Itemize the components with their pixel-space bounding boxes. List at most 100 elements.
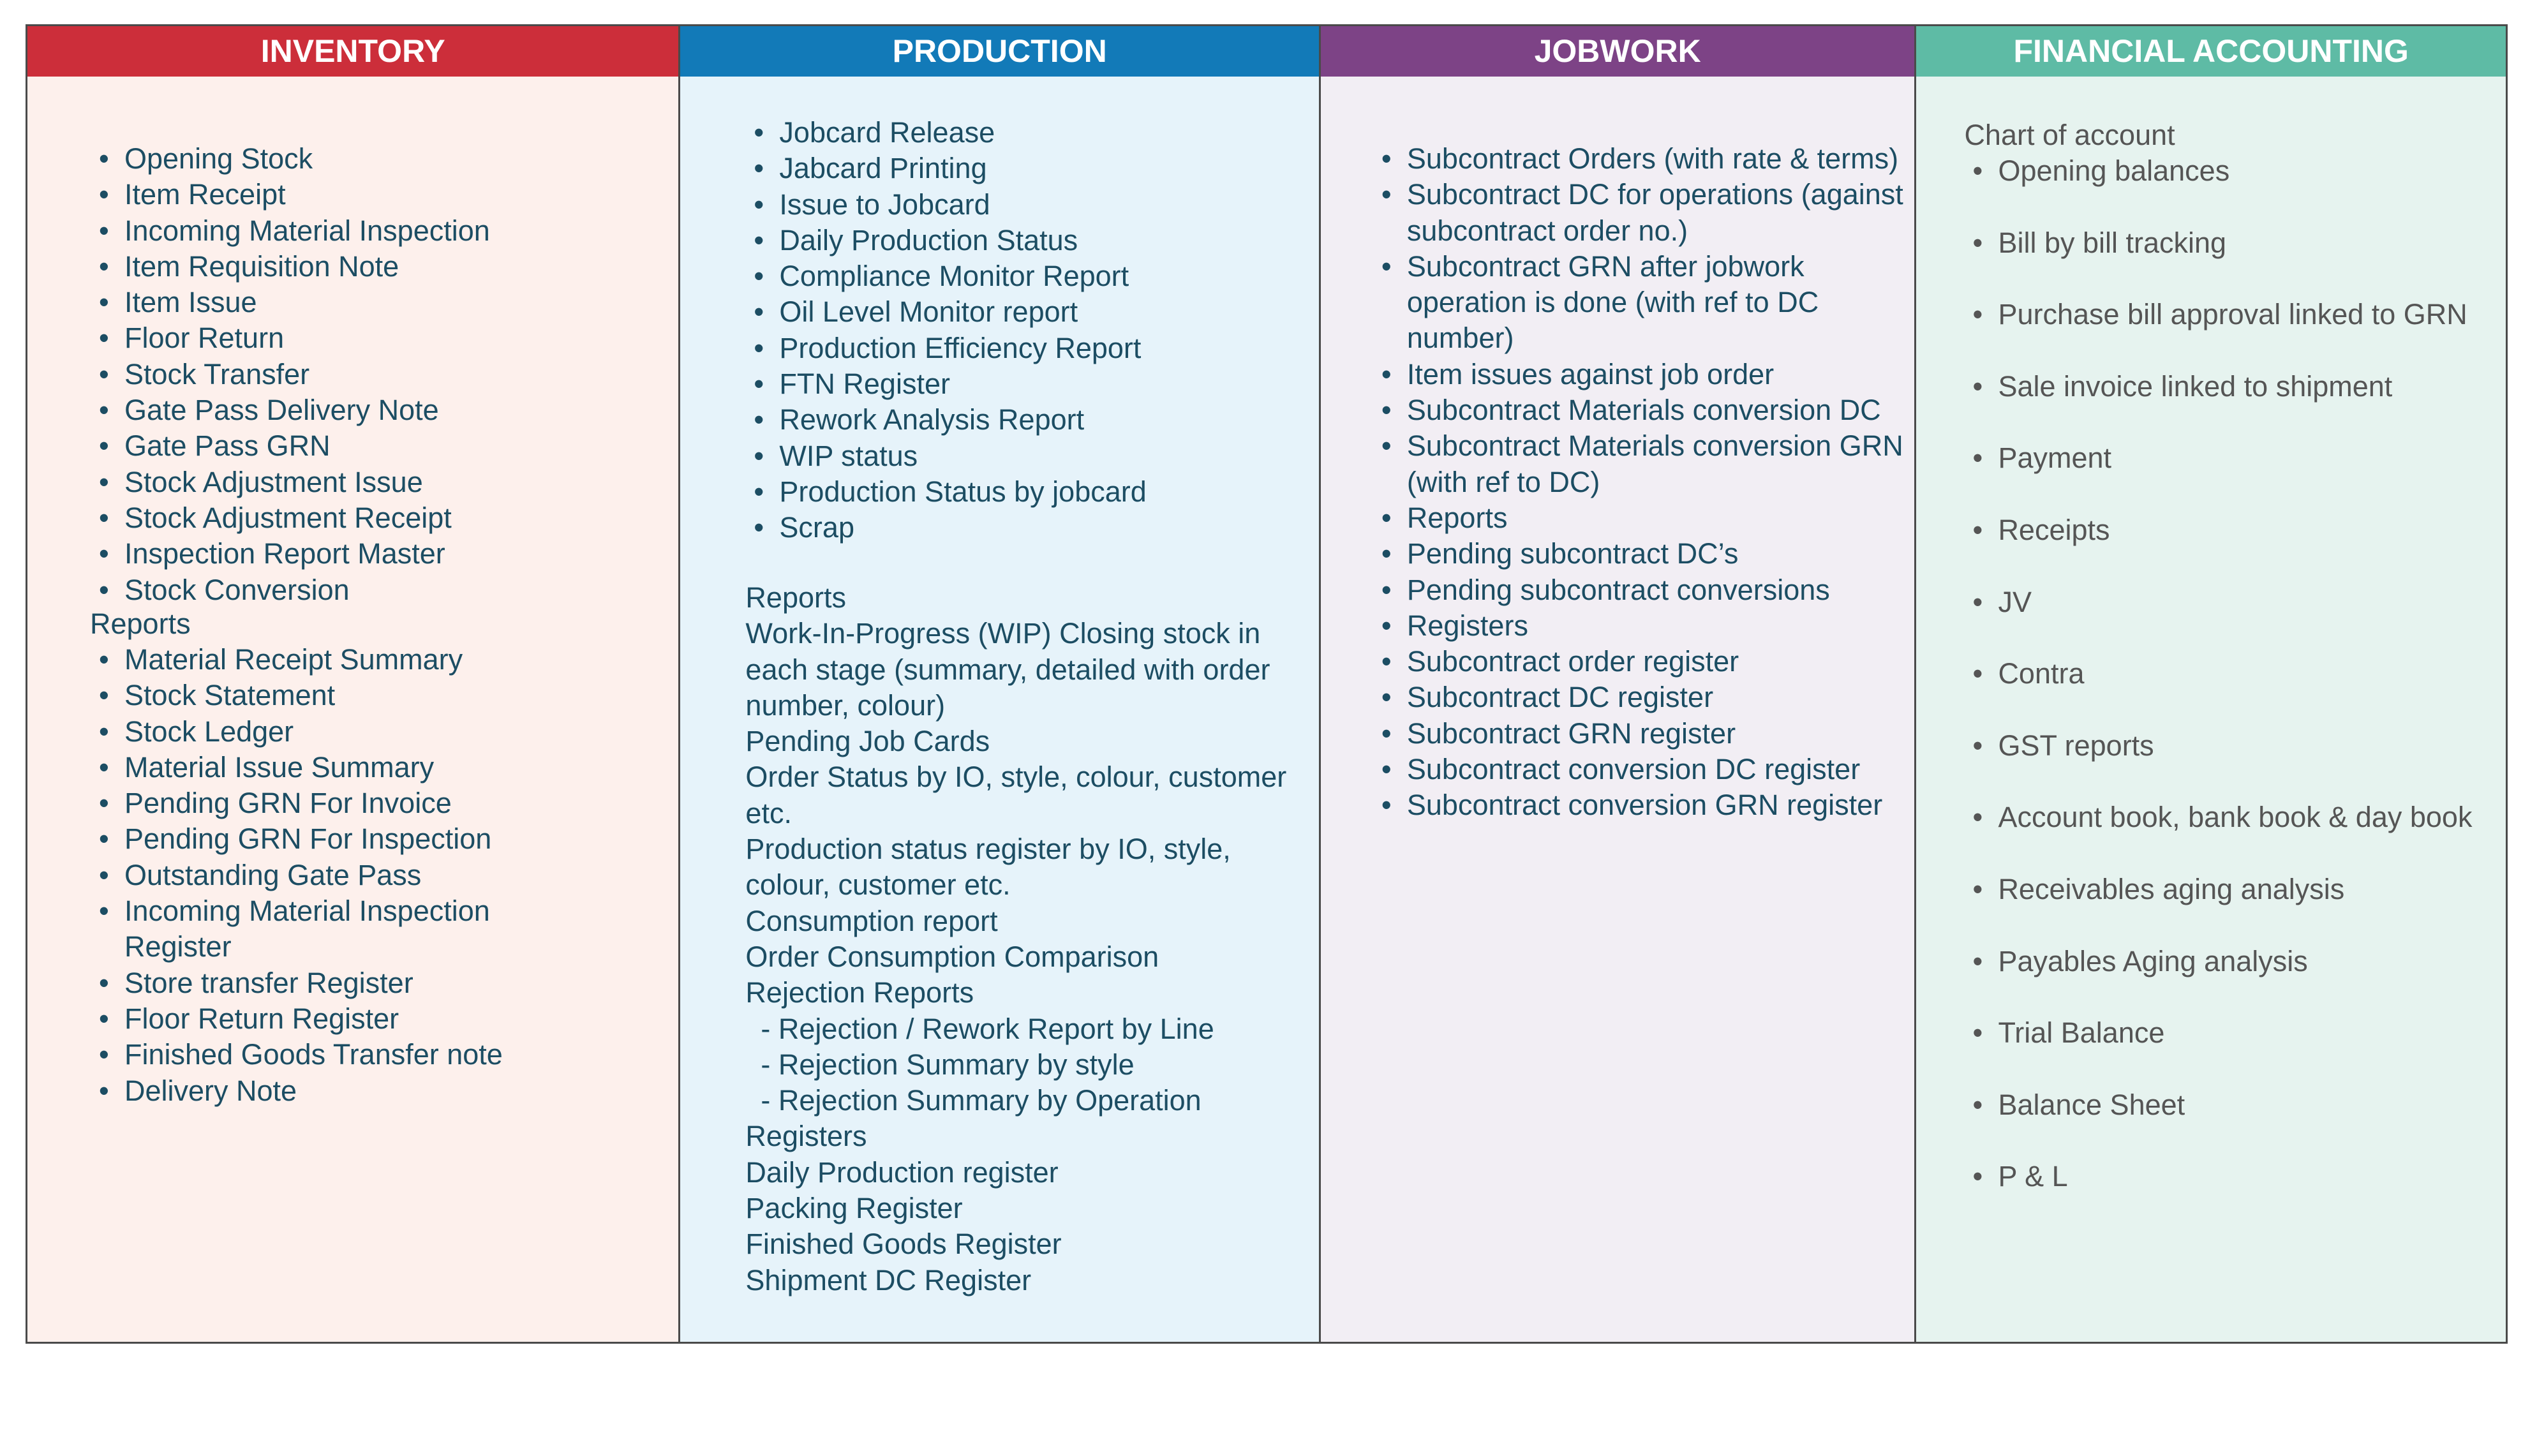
list-item: Sale invoice linked to shipment	[1972, 369, 2502, 405]
list-item: P & L	[1972, 1159, 2502, 1195]
list-item: Oil Level Monitor report	[754, 294, 1315, 331]
list-item: Payables Aging analysis	[1972, 944, 2502, 980]
list-item: Subcontract DC register	[1381, 680, 1914, 716]
list-item: FTN Register	[754, 366, 1315, 403]
list-item: Issue to Jobcard	[754, 187, 1315, 223]
list-item: JV	[1972, 584, 2502, 621]
list-item: Subcontract DC for operations (against s…	[1381, 177, 1914, 249]
list-item: Subcontract Orders (with rate & terms)	[1381, 141, 1914, 177]
list-item: Inspection Report Master	[99, 536, 673, 572]
production-header: PRODUCTION	[680, 26, 1319, 77]
list-item: Stock Adjustment Receipt	[99, 500, 673, 537]
inventory-body: Opening Stock Item Receipt Incoming Mate…	[27, 77, 679, 1342]
list-item: Receivables aging analysis	[1972, 872, 2502, 908]
list-item: Outstanding Gate Pass	[99, 858, 673, 894]
list-item: WIP status	[754, 438, 1315, 475]
list-item: Stock Adjustment Issue	[99, 464, 673, 501]
list-item: Item Issue	[99, 285, 673, 321]
list-item: Incoming Material Inspection	[99, 213, 673, 249]
list-item: Production Status by jobcard	[754, 474, 1315, 510]
text-line: Daily Production register	[745, 1155, 1059, 1189]
list-item: GST reports	[1972, 728, 2502, 764]
list-item: Balance Sheet	[1972, 1087, 2502, 1124]
list-item: Store transfer Register	[99, 965, 673, 1002]
chart-of-account-label: Chart of account	[1964, 119, 2175, 151]
list-item: Stock Conversion	[99, 572, 673, 609]
list-item: Registers	[1381, 608, 1914, 644]
list-item: Subcontract Materials conversion DC	[1381, 392, 1914, 429]
jobwork-list: Subcontract Orders (with rate & terms) S…	[1381, 141, 1914, 824]
text-line: - Rejection Summary by Operation	[761, 1084, 1202, 1117]
module-board: INVENTORY Opening Stock Item Receipt Inc…	[26, 24, 2508, 1344]
list-item: Production Efficiency Report	[754, 331, 1315, 367]
list-item: Rework Analysis Report	[754, 402, 1315, 438]
list-item: Opening balances	[1972, 153, 2502, 189]
financial-accounting-column: FINANCIAL ACCOUNTING Chart of account Op…	[1916, 26, 2506, 1342]
list-item: Pending subcontract DC’s	[1381, 536, 1914, 572]
text-line: Registers	[745, 1120, 867, 1153]
jobwork-body: Subcontract Orders (with rate & terms) S…	[1320, 77, 1915, 1342]
list-item: Floor Return Register	[99, 1001, 673, 1037]
list-item: Subcontract conversion GRN register	[1381, 787, 1914, 824]
list-item: Reports	[1381, 500, 1914, 537]
text-line: Order Status by IO, style, colour, custo…	[745, 761, 1287, 829]
text-line: Reports	[745, 581, 846, 614]
list-item: Material Issue Summary	[99, 750, 673, 786]
list-item: Compliance Monitor Report	[754, 258, 1315, 295]
text-line: Packing Register	[745, 1192, 963, 1225]
list-item: Jabcard Printing	[754, 151, 1315, 187]
financial-accounting-list: Opening balances Bill by bill tracking P…	[1972, 153, 2502, 1231]
inventory-header: INVENTORY	[27, 26, 679, 77]
text-line: Production status register by IO, style,…	[745, 833, 1231, 902]
list-item: Payment	[1972, 440, 2502, 477]
list-item: Incoming Material Inspection Register	[99, 893, 533, 965]
list-item: Delivery Note	[99, 1073, 673, 1110]
text-line: Consumption report	[745, 904, 998, 937]
inventory-list: Opening Stock Item Receipt Incoming Mate…	[99, 141, 673, 608]
list-item: Subcontract order register	[1381, 644, 1914, 680]
list-item: Contra	[1972, 656, 2502, 692]
text-line: Shipment DC Register	[745, 1263, 1032, 1296]
list-item: Item issues against job order	[1381, 357, 1914, 393]
list-item: Scrap	[754, 510, 1315, 546]
list-item: Material Receipt Summary	[99, 642, 673, 678]
list-item: Bill by bill tracking	[1972, 225, 2502, 262]
text-line: Pending Job Cards	[745, 725, 990, 758]
list-item: Subcontract Materials conversion GRN (wi…	[1381, 428, 1914, 500]
list-item: Item Requisition Note	[99, 249, 673, 285]
list-item: Pending GRN For Inspection	[99, 821, 673, 858]
list-item: Item Receipt	[99, 177, 673, 213]
list-item: Purchase bill approval linked to GRN	[1972, 297, 2502, 333]
inventory-reports-label: Reports	[90, 607, 191, 640]
inventory-column: INVENTORY Opening Stock Item Receipt Inc…	[27, 26, 681, 1342]
text-line: - Rejection Summary by style	[761, 1048, 1135, 1081]
financial-accounting-body: Chart of account Opening balances Bill b…	[1916, 77, 2506, 1342]
production-reports: Reports Work-In-Progress (WIP) Closing s…	[745, 580, 1313, 1298]
list-item: Receipts	[1972, 512, 2502, 549]
list-item: Subcontract conversion DC register	[1381, 752, 1914, 788]
list-item: Daily Production Status	[754, 223, 1315, 259]
list-item: Stock Statement	[99, 678, 673, 714]
jobwork-column: JOBWORK Subcontract Orders (with rate & …	[1320, 26, 1917, 1342]
production-list: Jobcard Release Jabcard Printing Issue t…	[754, 115, 1315, 546]
text-line: - Rejection / Rework Report by Line	[761, 1012, 1214, 1045]
list-item: Jobcard Release	[754, 115, 1315, 151]
text-line: Finished Goods Register	[745, 1228, 1062, 1261]
list-item: Gate Pass Delivery Note	[99, 392, 673, 429]
inventory-reports-list: Material Receipt Summary Stock Statement…	[99, 642, 673, 1109]
list-item: Opening Stock	[99, 141, 673, 177]
list-item: Subcontract GRN register	[1381, 716, 1914, 752]
list-item: Gate Pass GRN	[99, 428, 673, 464]
financial-accounting-header: FINANCIAL ACCOUNTING	[1916, 26, 2506, 77]
list-item: Stock Ledger	[99, 714, 673, 750]
list-item: Floor Return	[99, 320, 673, 357]
text-line: Work-In-Progress (WIP) Closing stock in …	[745, 617, 1270, 722]
list-item: Trial Balance	[1972, 1015, 2502, 1051]
production-body: Jobcard Release Jabcard Printing Issue t…	[680, 77, 1319, 1342]
list-item: Pending GRN For Invoice	[99, 785, 673, 822]
jobwork-header: JOBWORK	[1320, 26, 1915, 77]
production-column: PRODUCTION Jobcard Release Jabcard Print…	[680, 26, 1321, 1342]
text-line: Rejection Reports	[745, 976, 974, 1009]
list-item: Stock Transfer	[99, 357, 673, 393]
list-item: Account book, bank book & day book	[1972, 799, 2502, 836]
